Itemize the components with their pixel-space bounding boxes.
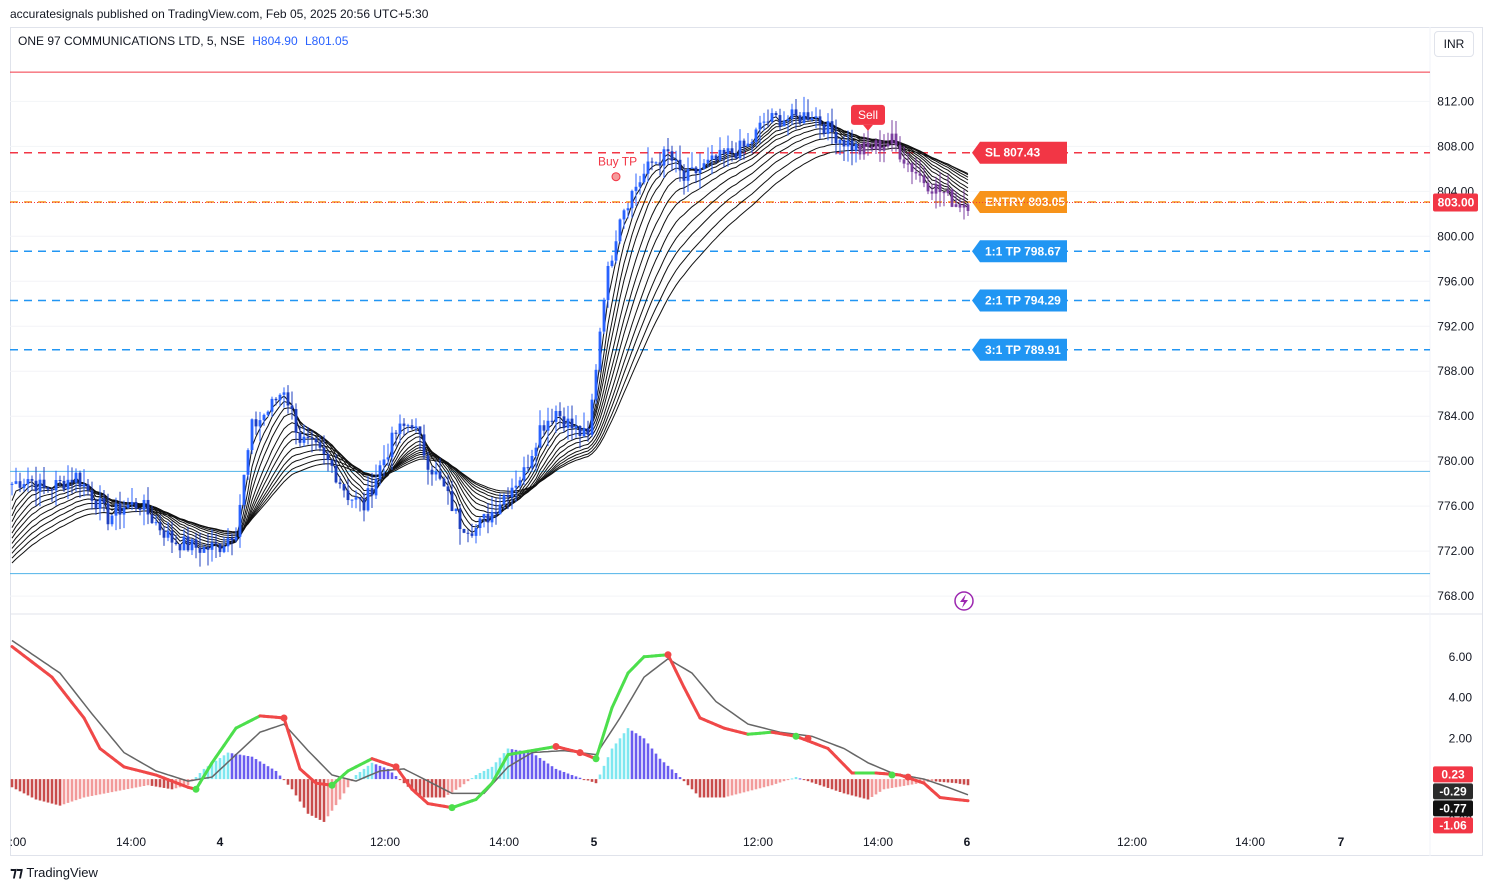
currency-button[interactable]: INR bbox=[1434, 31, 1474, 57]
symbol-name: ONE 97 COMMUNICATIONS LTD, 5, NSE bbox=[18, 34, 245, 48]
symbol-legend[interactable]: ONE 97 COMMUNICATIONS LTD, 5, NSE H804.9… bbox=[18, 34, 348, 48]
high-value: H804.90 bbox=[252, 34, 298, 48]
tradingview-mark-icon: ⁊⁊ bbox=[10, 864, 23, 880]
brand-name: TradingView bbox=[26, 865, 98, 880]
low-value: L801.05 bbox=[304, 34, 349, 48]
publisher-credit: accuratesignals published on TradingView… bbox=[10, 7, 429, 21]
tradingview-logo[interactable]: ⁊⁊ TradingView bbox=[10, 864, 98, 881]
chart-frame bbox=[10, 27, 1483, 856]
